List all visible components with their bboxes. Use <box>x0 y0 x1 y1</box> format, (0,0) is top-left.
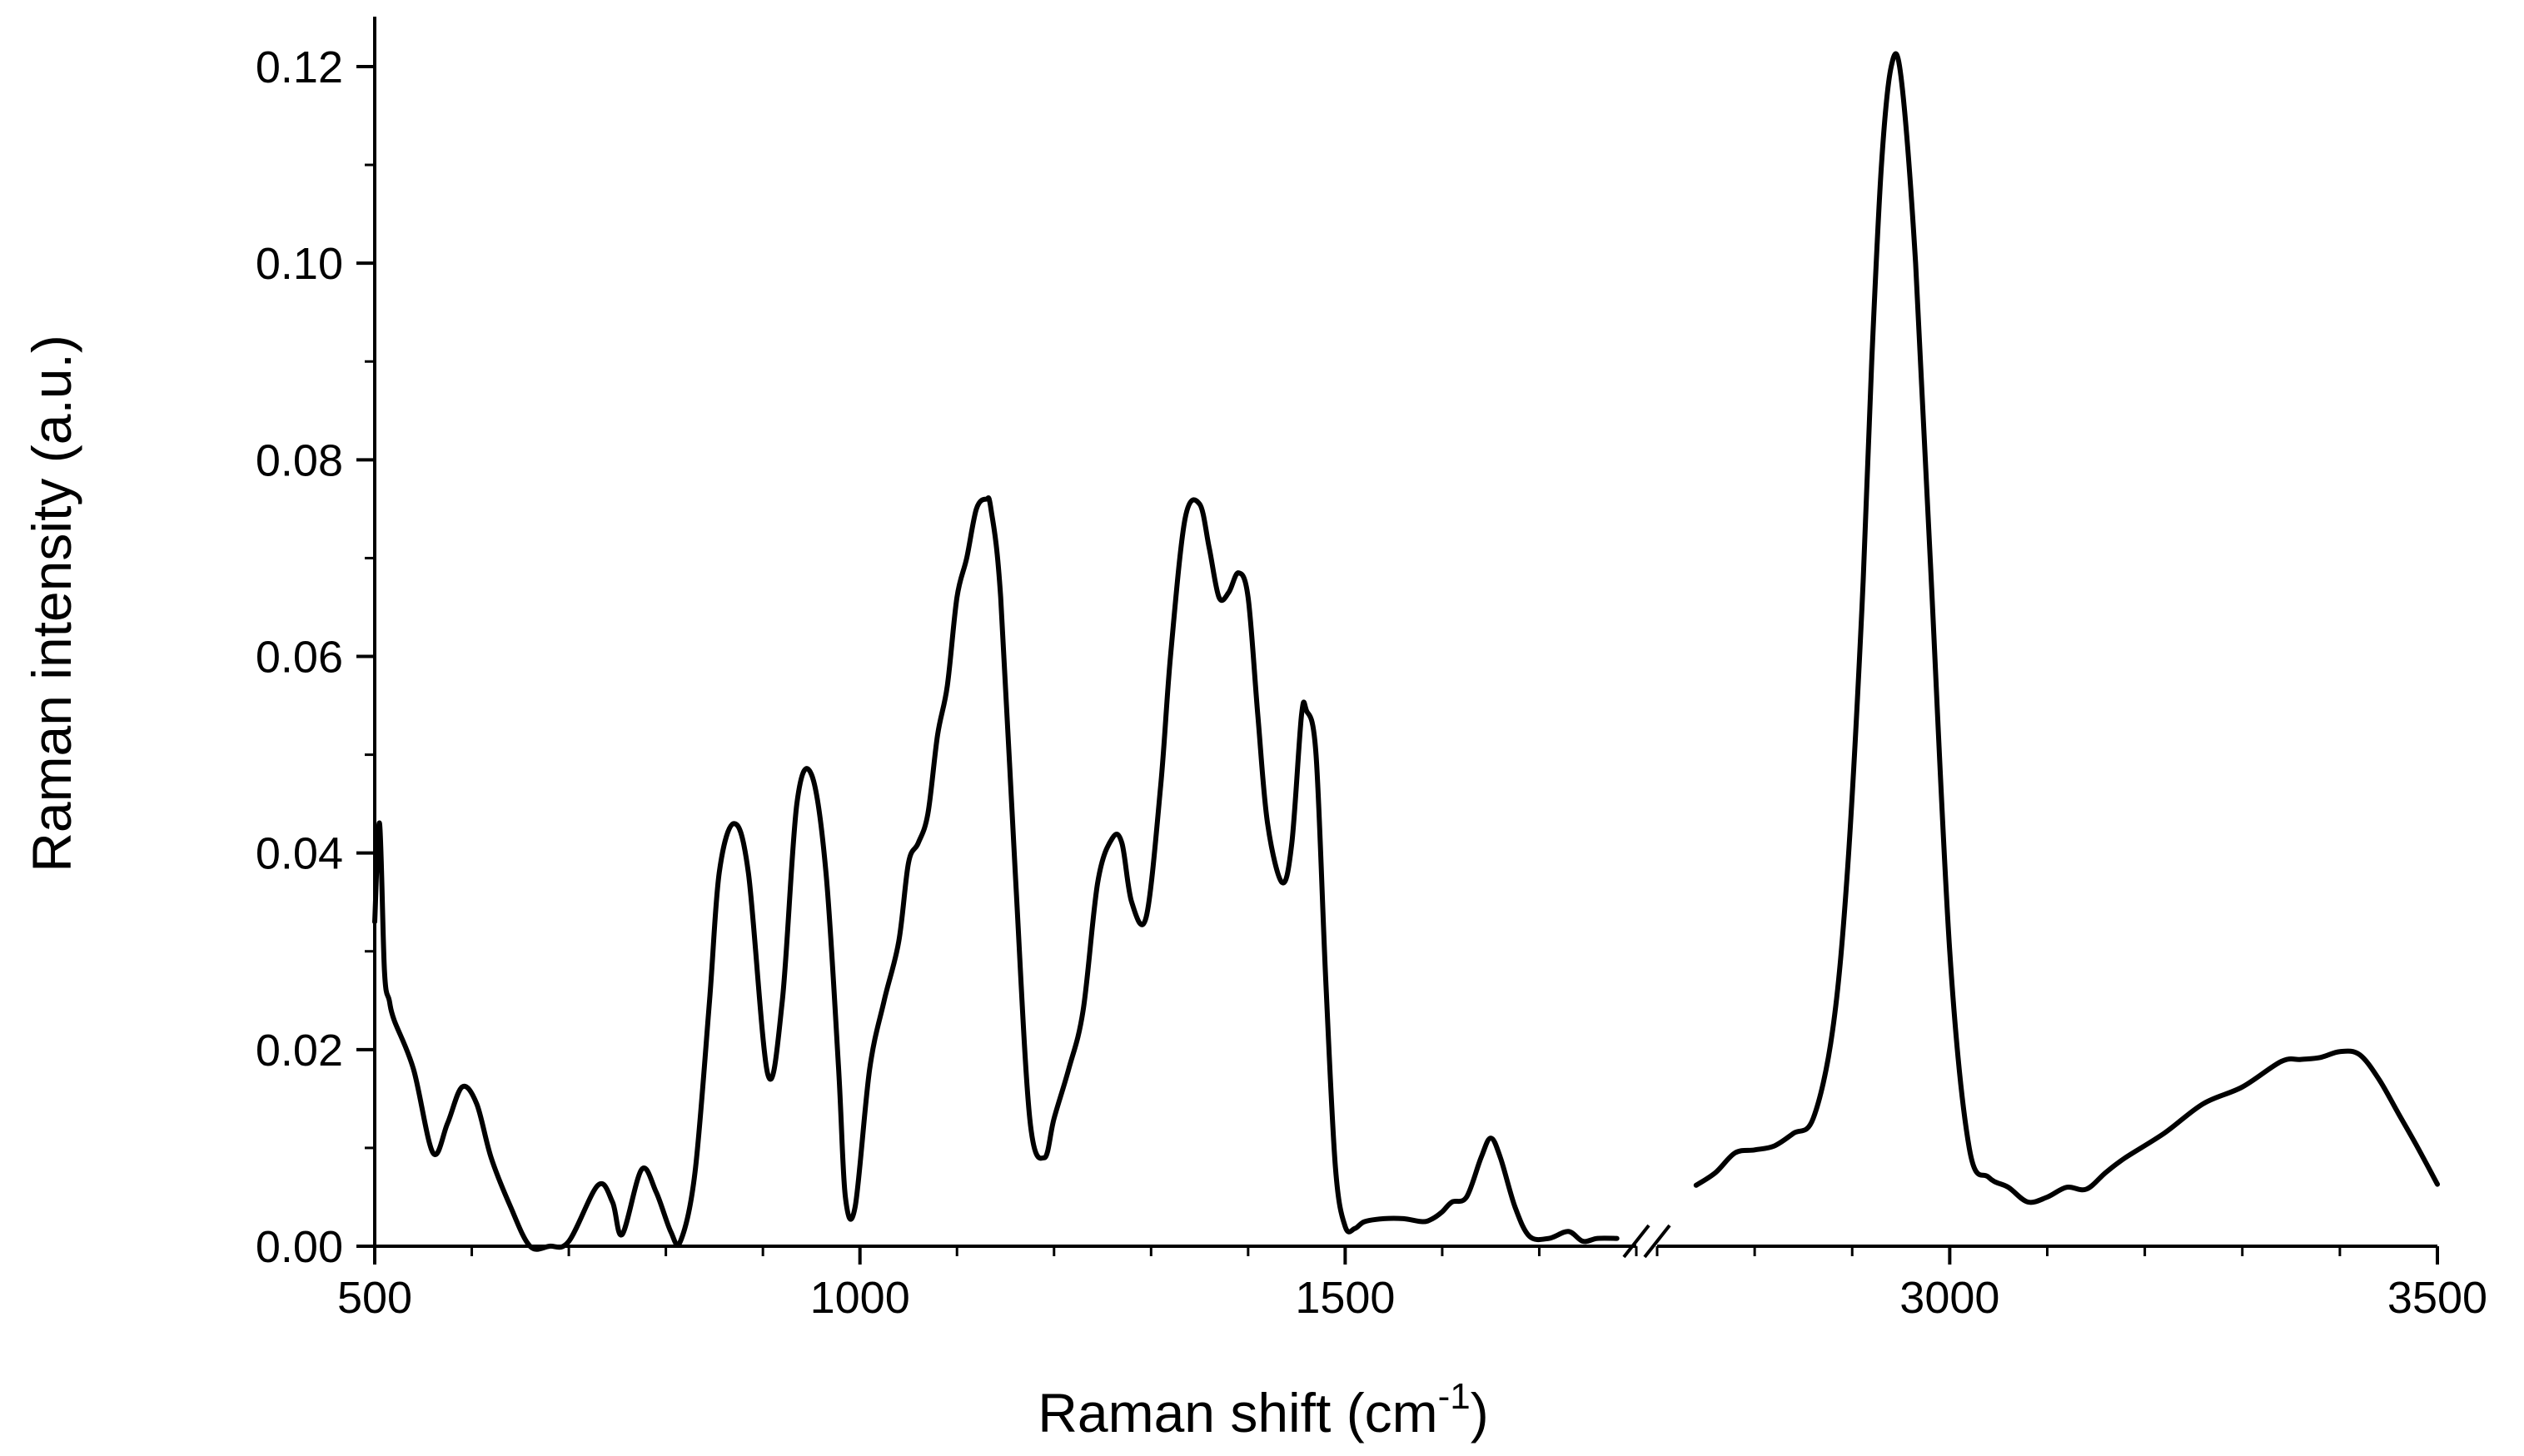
y-tick-label: 0.06 <box>256 633 343 683</box>
x-tick-label: 1500 <box>1295 1273 1395 1323</box>
spectrum-line-segment-2 <box>1693 51 2440 1205</box>
y-tick-label: 0.00 <box>256 1222 343 1272</box>
tick-labels: 0.00 0.02 0.04 0.06 0.08 0.10 0.12 500 1000 1500 3… <box>256 42 2487 1323</box>
axis-break-mark <box>1643 1224 1671 1259</box>
axes <box>373 17 2437 1259</box>
x-tick-label: 500 <box>337 1273 412 1323</box>
x-axis-title: Raman shift (cm-1) <box>1038 1376 1489 1444</box>
y-tick-label: 0.08 <box>256 435 343 485</box>
y-tick-label: 0.04 <box>256 829 343 879</box>
y-tick-label: 0.10 <box>256 239 343 289</box>
y-axis-title: Raman intensity (a.u.) <box>21 335 82 872</box>
tick-marks <box>356 65 2439 1265</box>
x-tick-label: 3500 <box>2387 1273 2487 1323</box>
spectrum-lines <box>372 51 2440 1252</box>
spectrum-line-segment-1 <box>372 495 1620 1252</box>
axis-break-mark <box>1622 1224 1650 1259</box>
x-tick-label: 1000 <box>810 1273 910 1323</box>
y-tick-label: 0.12 <box>256 42 343 92</box>
x-tick-label: 3000 <box>1899 1273 1999 1323</box>
y-tick-label: 0.02 <box>256 1026 343 1076</box>
